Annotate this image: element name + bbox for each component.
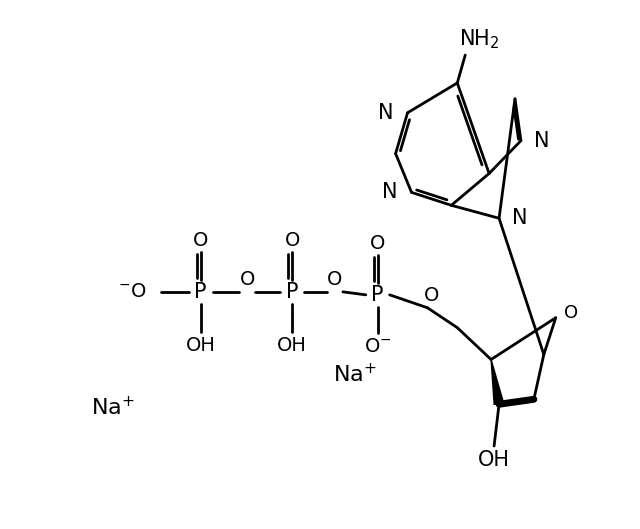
Text: OH: OH <box>186 336 216 355</box>
Polygon shape <box>491 360 504 404</box>
Text: O: O <box>284 231 300 250</box>
Text: O: O <box>564 304 578 322</box>
Text: O$^{-}$: O$^{-}$ <box>364 337 392 356</box>
Text: P: P <box>195 282 207 302</box>
Text: O: O <box>424 286 439 305</box>
Text: Na$^{+}$: Na$^{+}$ <box>333 363 377 386</box>
Text: NH$_2$: NH$_2$ <box>459 28 499 51</box>
Text: Na$^{+}$: Na$^{+}$ <box>91 396 135 419</box>
Text: N: N <box>512 208 527 228</box>
Text: O: O <box>240 270 255 289</box>
Text: $^{-}$O: $^{-}$O <box>118 282 147 302</box>
Text: OH: OH <box>277 336 307 355</box>
Text: N: N <box>382 183 397 203</box>
Text: OH: OH <box>478 450 510 470</box>
Text: N: N <box>534 131 549 151</box>
Text: O: O <box>370 234 385 253</box>
Text: N: N <box>378 103 394 123</box>
Text: O: O <box>193 231 208 250</box>
Text: P: P <box>286 282 298 302</box>
Text: P: P <box>371 285 384 305</box>
Text: O: O <box>327 270 342 289</box>
